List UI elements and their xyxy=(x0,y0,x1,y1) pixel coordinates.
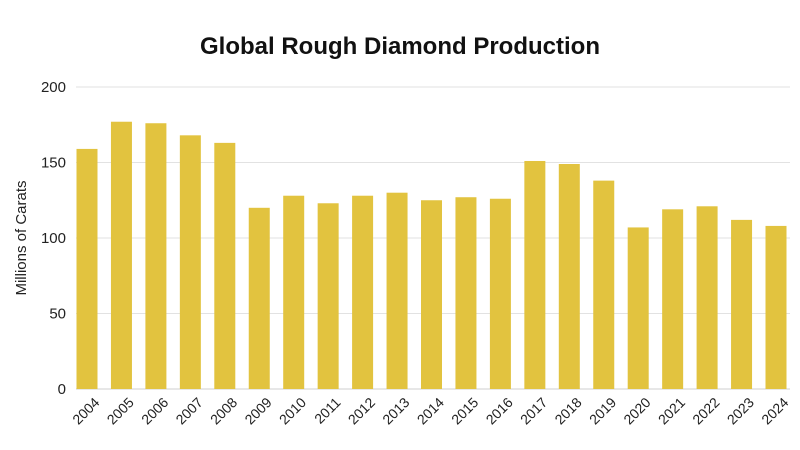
y-tick-label: 200 xyxy=(41,79,66,96)
x-tick-label: 2014 xyxy=(414,394,447,427)
x-tick-label: 2006 xyxy=(138,394,171,427)
x-tick-label: 2005 xyxy=(104,394,137,427)
chart-title: Global Rough Diamond Production xyxy=(200,33,600,60)
y-axis-label: Millions of Carats xyxy=(13,180,30,295)
y-tick-labels: 0 50 100 150 200 xyxy=(41,79,66,398)
x-tick-label: 2011 xyxy=(311,394,344,427)
x-tick-label: 2024 xyxy=(758,394,791,427)
x-tick-label: 2021 xyxy=(655,394,688,427)
bar-2009 xyxy=(248,207,270,389)
x-tick-label: 2022 xyxy=(689,394,722,427)
bar-2005 xyxy=(110,121,132,389)
x-tick-label: 2018 xyxy=(551,394,584,427)
bar-2010 xyxy=(283,195,305,389)
x-tick-label: 2004 xyxy=(69,394,102,427)
bars xyxy=(76,121,787,390)
bar-2006 xyxy=(145,123,167,390)
y-tick-label: 50 xyxy=(49,306,66,323)
y-tick-label: 100 xyxy=(41,230,66,247)
x-tick-label: 2013 xyxy=(379,394,412,427)
x-tick-label: 2017 xyxy=(517,394,550,427)
x-tick-label: 2008 xyxy=(207,394,240,427)
bar-2012 xyxy=(352,195,374,389)
x-tick-label: 2023 xyxy=(724,394,757,427)
bar-2023 xyxy=(731,219,753,389)
x-tick-label: 2010 xyxy=(276,394,309,427)
x-tick-label: 2020 xyxy=(620,394,653,427)
x-tick-labels: 2004 2005 2006 2007 2008 2009 2010 2011 2012 2013… xyxy=(69,394,791,427)
bar-2011 xyxy=(317,203,339,389)
x-tick-label: 2015 xyxy=(448,394,481,427)
bar-2016 xyxy=(489,198,511,389)
bar-2017 xyxy=(524,160,546,389)
bar-2020 xyxy=(627,227,649,389)
bar-2007 xyxy=(179,135,201,389)
x-tick-label: 2009 xyxy=(241,394,274,427)
x-tick-label: 2007 xyxy=(172,394,205,427)
bar-2004 xyxy=(76,148,98,389)
x-tick-label: 2016 xyxy=(483,394,516,427)
y-tick-label: 150 xyxy=(41,155,66,172)
bar-2018 xyxy=(558,164,580,389)
x-tick-label: 2019 xyxy=(586,394,619,427)
bar-2008 xyxy=(214,142,236,389)
bar-2022 xyxy=(696,206,718,389)
bar-2013 xyxy=(386,192,408,389)
y-tick-label: 0 xyxy=(58,381,66,398)
bar-2014 xyxy=(421,200,442,389)
bar-2024 xyxy=(765,225,787,389)
bar-2021 xyxy=(662,209,684,389)
x-tick-label: 2012 xyxy=(345,394,378,427)
bar-2015 xyxy=(455,197,477,389)
bar-2019 xyxy=(593,180,615,389)
